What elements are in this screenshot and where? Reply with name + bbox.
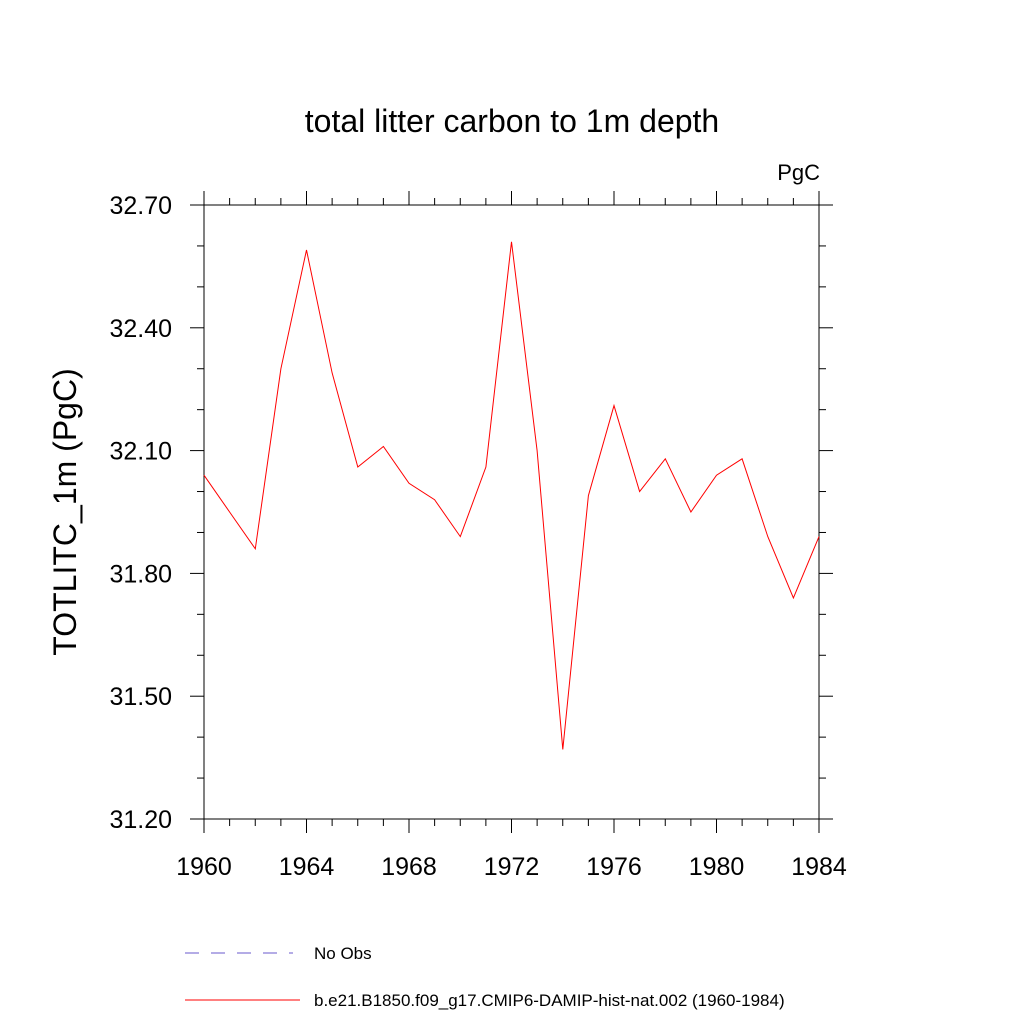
x-tick-label: 1984 xyxy=(791,853,847,881)
x-tick-label: 1980 xyxy=(689,853,745,881)
y-tick-label: 31.50 xyxy=(109,683,172,711)
y-tick-label: 32.70 xyxy=(109,192,172,220)
legend: No Obs b.e21.B1850.f09_g17.CMIP6-DAMIP-h… xyxy=(185,944,785,1010)
y-tick-label: 31.20 xyxy=(109,806,172,834)
x-tick-label: 1976 xyxy=(586,853,642,881)
x-tick-label: 1964 xyxy=(279,853,335,881)
x-tick-label: 1960 xyxy=(176,853,232,881)
series-layer xyxy=(203,241,820,750)
x-axis-ticks xyxy=(203,191,820,833)
y-axis-tick-labels: 31.20 31.50 31.80 32.10 32.40 32.70 xyxy=(109,192,172,834)
x-tick-label: 1968 xyxy=(381,853,437,881)
legend-label-no-obs: No Obs xyxy=(314,944,372,963)
x-tick-label: 1972 xyxy=(484,853,540,881)
y-tick-label: 31.80 xyxy=(109,560,172,588)
y-tick-label: 32.40 xyxy=(109,315,172,343)
y-tick-label: 32.10 xyxy=(109,438,172,466)
y-axis-ticks xyxy=(190,204,833,820)
chart-title: total litter carbon to 1m depth xyxy=(305,103,719,139)
legend-label-model-run: b.e21.B1850.f09_g17.CMIP6-DAMIP-hist-nat… xyxy=(314,991,785,1010)
y-axis-label: TOTLITC_1m (PgC) xyxy=(47,368,83,655)
x-axis-tick-labels: 1960 1964 1968 1972 1976 1980 1984 xyxy=(176,853,847,881)
series-line-model-run xyxy=(203,241,820,750)
units-label: PgC xyxy=(777,160,820,185)
